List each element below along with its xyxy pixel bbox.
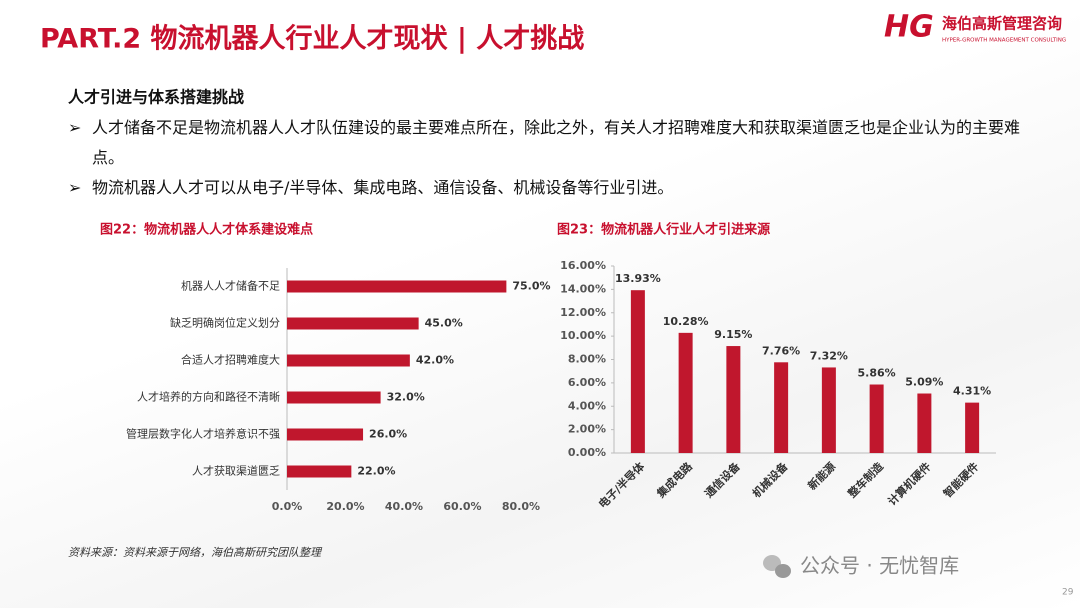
bar: [287, 354, 410, 367]
bar: [678, 332, 693, 453]
category-label: 通信设备: [702, 459, 744, 501]
value-label: 32.0%: [387, 391, 425, 404]
wechat-icon: [763, 555, 791, 578]
category-label: 计算机硬件: [885, 459, 934, 508]
y-tick-label: 6.00%: [568, 376, 606, 389]
bar: [630, 290, 645, 453]
value-label: 75.0%: [512, 280, 550, 293]
category-label: 智能硬件: [940, 459, 981, 500]
bar: [821, 367, 836, 453]
value-label: 5.86%: [858, 367, 896, 380]
bar: [917, 393, 932, 453]
category-label: 机器人人才储备不足: [181, 279, 280, 293]
watermark: 公众号 · 无忧智库: [800, 554, 959, 578]
value-label: 7.32%: [810, 349, 848, 362]
category-label: 新能源: [805, 459, 838, 492]
category-label: 人才获取渠道匮乏: [192, 464, 280, 478]
category-label: 电子/半导体: [595, 459, 647, 511]
bullet-text: 人才储备不足是物流机器人人才队伍建设的最主要难点所在，除此之外，有关人才招聘难度…: [92, 118, 1021, 167]
value-label: 13.93%: [615, 272, 661, 285]
page-number: 29: [1062, 588, 1074, 598]
value-label: 5.09%: [905, 376, 943, 389]
category-label: 合适人才招聘难度大: [181, 353, 280, 367]
y-tick-label: 4.00%: [568, 399, 606, 412]
category-label: 机械设备: [749, 459, 791, 501]
bar: [965, 402, 980, 453]
source-note: 资料来源：资料来源于网络，海伯高斯研究团队整理: [68, 546, 323, 559]
y-tick-label: 8.00%: [568, 353, 606, 366]
value-label: 9.15%: [714, 328, 752, 341]
bar: [287, 428, 364, 441]
x-tick-label: 0.0%: [272, 500, 303, 513]
x-tick-label: 20.0%: [326, 500, 364, 513]
bar: [869, 384, 884, 453]
logo-cn: 海伯高斯管理咨询: [942, 15, 1062, 33]
bar: [287, 391, 381, 404]
section-heading: 人才引进与体系搭建挑战: [68, 88, 244, 107]
category-label: 集成电路: [653, 459, 695, 501]
x-tick-label: 60.0%: [443, 500, 481, 513]
logo-en: HYPER-GROWTH MANAGEMENT CONSULTING: [942, 38, 1066, 44]
category-label: 管理层数字化人才培养意识不强: [126, 427, 280, 441]
y-tick-label: 12.00%: [560, 306, 606, 319]
slide-title: PART.2 物流机器人行业人才现状 | 人才挑战: [40, 23, 584, 55]
bullet-text: 物流机器人人才可以从电子/半导体、集成电路、通信设备、机械设备等行业引进。: [92, 178, 674, 197]
y-tick-label: 16.00%: [560, 259, 606, 272]
bullet: ➢ 人才储备不足是物流机器人人才队伍建设的最主要难点所在，除此之外，有关人才招聘难…: [68, 113, 1038, 173]
bar: [726, 346, 741, 453]
value-label: 42.0%: [416, 354, 454, 367]
bar: [287, 317, 419, 330]
value-label: 10.28%: [663, 315, 709, 328]
category-label: 人才培养的方向和路径不清晰: [137, 390, 280, 404]
x-tick-label: 40.0%: [385, 500, 423, 513]
bullet: ➢ 物流机器人人才可以从电子/半导体、集成电路、通信设备、机械设备等行业引进。: [68, 173, 1038, 203]
value-label: 22.0%: [357, 465, 395, 478]
logo-mark: HG: [884, 10, 934, 45]
y-tick-label: 0.00%: [568, 446, 606, 459]
category-label: 缺乏明确岗位定义划分: [170, 316, 280, 330]
bar: [287, 465, 352, 478]
x-tick-label: 80.0%: [502, 500, 540, 513]
value-label: 7.76%: [762, 344, 800, 357]
y-tick-label: 14.00%: [560, 282, 606, 295]
y-tick-label: 2.00%: [568, 423, 606, 436]
bar: [287, 280, 507, 293]
category-label: 整车制造: [844, 459, 886, 501]
chart-title: 图23：物流机器人行业人才引进来源: [557, 222, 770, 238]
value-label: 26.0%: [369, 428, 407, 441]
bar: [774, 362, 789, 453]
value-label: 4.31%: [953, 385, 991, 398]
y-tick-label: 10.00%: [560, 329, 606, 342]
value-label: 45.0%: [425, 317, 463, 330]
chart-title: 图22：物流机器人人才体系建设难点: [100, 222, 313, 238]
